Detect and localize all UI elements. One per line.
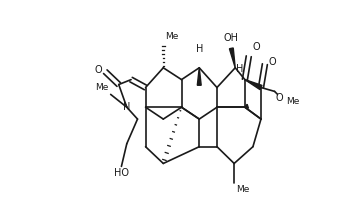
Text: H: H	[236, 64, 243, 74]
Text: Me: Me	[236, 185, 249, 194]
Text: N: N	[123, 102, 130, 112]
Text: O: O	[275, 93, 283, 103]
Text: O: O	[269, 57, 276, 67]
Text: O: O	[94, 65, 102, 75]
Text: O: O	[253, 42, 260, 52]
Polygon shape	[197, 68, 201, 85]
Polygon shape	[245, 104, 248, 108]
Text: H: H	[195, 44, 203, 54]
Text: Me: Me	[286, 97, 300, 106]
Text: OH: OH	[224, 33, 239, 43]
Polygon shape	[230, 48, 235, 68]
Text: Me: Me	[95, 84, 109, 92]
Text: Me: Me	[165, 32, 178, 41]
Text: HO: HO	[114, 168, 129, 178]
Polygon shape	[245, 80, 262, 90]
